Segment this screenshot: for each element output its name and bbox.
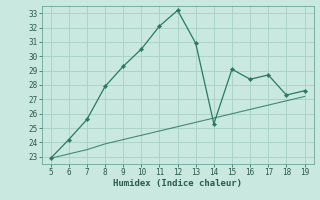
X-axis label: Humidex (Indice chaleur): Humidex (Indice chaleur)	[113, 179, 242, 188]
